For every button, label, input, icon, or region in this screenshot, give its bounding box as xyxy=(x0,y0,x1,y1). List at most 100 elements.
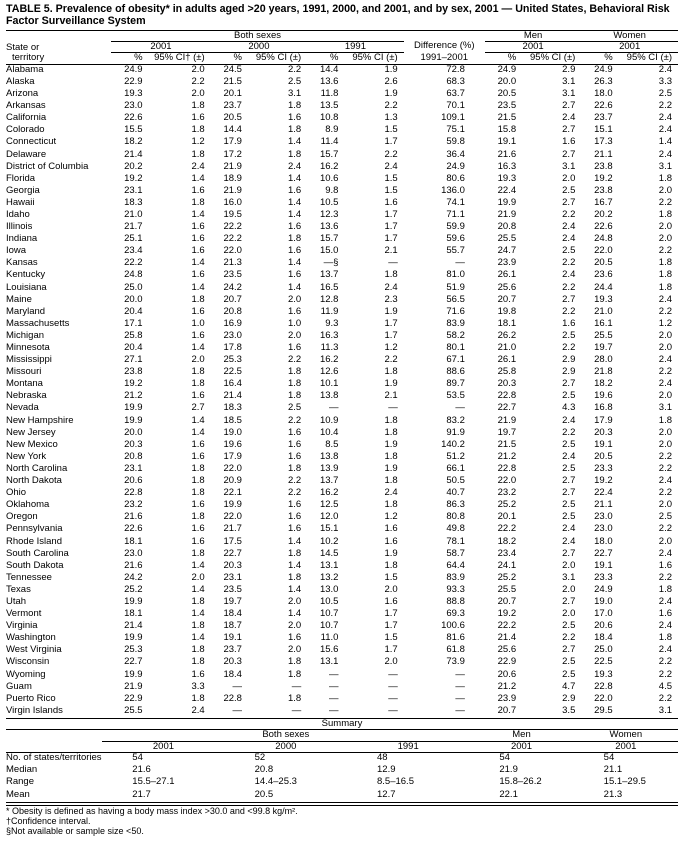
diff-cell: 67.1 xyxy=(404,355,485,367)
table-row: Florida19.21.418.91.410.61.580.619.32.01… xyxy=(6,174,678,186)
table-row: Montana19.21.816.41.810.11.989.720.32.71… xyxy=(6,379,678,391)
ci-cell: 2.0 xyxy=(522,561,581,573)
summary-cell: 22.1 xyxy=(469,790,573,803)
ci-cell: 2.2 xyxy=(619,307,678,319)
pct-cell: 23.6 xyxy=(581,270,618,282)
pct-cell: 29.5 xyxy=(581,706,618,718)
table-row: South Carolina23.01.822.71.814.51.958.72… xyxy=(6,549,678,561)
table-row: New Hampshire19.91.418.52.210.91.883.221… xyxy=(6,416,678,428)
ci-cell: 2.2 xyxy=(344,150,403,162)
table-row: Idaho21.01.419.51.412.31.771.121.92.220.… xyxy=(6,210,678,222)
pct-cell: 22.7 xyxy=(485,403,522,415)
pct-cell: 25.5 xyxy=(111,706,148,718)
pct-cell: 22.7 xyxy=(111,657,148,669)
pct-cell: 20.0 xyxy=(111,428,148,440)
ci-cell: 2.0 xyxy=(248,295,307,307)
ci-h5: 95% CI (±) xyxy=(619,53,678,64)
y2000-a: 2000 xyxy=(211,41,308,52)
diff-cell: 100.6 xyxy=(404,621,485,633)
pct-cell: 21.7 xyxy=(211,524,248,536)
table-row: Virginia21.41.818.72.010.71.7100.622.22.… xyxy=(6,621,678,633)
pct-cell: 24.2 xyxy=(211,283,248,295)
pct-cell: 20.3 xyxy=(581,428,618,440)
pct-cell: — xyxy=(307,694,344,706)
ci-cell: 1.8 xyxy=(149,549,211,561)
ci-cell: 1.8 xyxy=(344,561,403,573)
ci-cell: 2.9 xyxy=(522,694,581,706)
ci-cell: 1.6 xyxy=(149,307,211,319)
ci-cell: 3.3 xyxy=(149,682,211,694)
diff-cell: 80.8 xyxy=(404,512,485,524)
pct-cell: 16.2 xyxy=(307,162,344,174)
sy2001: 2001 xyxy=(102,741,224,752)
ci-cell: 3.5 xyxy=(522,706,581,718)
pct-cell: 20.6 xyxy=(485,670,522,682)
state-cell: Delaware xyxy=(6,150,111,162)
pct-cell: 17.9 xyxy=(581,416,618,428)
pct-cell: 13.1 xyxy=(307,657,344,669)
ci-cell: 2.4 xyxy=(248,162,307,174)
diff-cell: 72.8 xyxy=(404,64,485,77)
table-row: Alabama24.92.024.52.214.41.972.824.92.92… xyxy=(6,64,678,77)
ci-cell: 4.5 xyxy=(619,682,678,694)
table-row: South Dakota21.61.420.31.413.11.864.424.… xyxy=(6,561,678,573)
summary-label-cell: Mean xyxy=(6,790,102,803)
pct-cell: 22.8 xyxy=(581,682,618,694)
ci-cell: 1.6 xyxy=(344,537,403,549)
summary-row: Median21.620.812.921.921.1 xyxy=(6,765,678,777)
table-row: Iowa23.41.622.01.615.02.155.724.72.522.0… xyxy=(6,246,678,258)
summary-row: Range15.5–27.114.4–25.38.5–16.515.8–26.2… xyxy=(6,777,678,789)
pct-cell: 10.2 xyxy=(307,537,344,549)
pct-cell: 18.2 xyxy=(485,537,522,549)
pct-cell: 19.8 xyxy=(485,307,522,319)
sy2001m: 2001 xyxy=(469,741,573,752)
pct-cell: 17.2 xyxy=(211,150,248,162)
diff-cell: 50.5 xyxy=(404,476,485,488)
diff-cell: 136.0 xyxy=(404,186,485,198)
ci-cell: 2.2 xyxy=(619,524,678,536)
diff-cell: 81.6 xyxy=(404,633,485,645)
diff-cell: 80.1 xyxy=(404,343,485,355)
diff-cell: 58.7 xyxy=(404,549,485,561)
state-cell: South Carolina xyxy=(6,549,111,561)
ci-cell: 1.6 xyxy=(248,428,307,440)
ci-cell: 1.6 xyxy=(522,137,581,149)
ci-cell: 1.6 xyxy=(344,524,403,536)
diff-cell: 83.2 xyxy=(404,416,485,428)
state-cell: Maryland xyxy=(6,307,111,319)
diff-cell: 91.9 xyxy=(404,428,485,440)
ci-cell: 2.4 xyxy=(522,270,581,282)
table-row: New Jersey20.01.419.01.610.41.891.919.72… xyxy=(6,428,678,440)
ci-cell: 1.8 xyxy=(149,295,211,307)
ci-cell: 2.0 xyxy=(619,428,678,440)
ci-cell: 2.4 xyxy=(619,150,678,162)
ci-cell: 1.8 xyxy=(248,549,307,561)
y2001-a: 2001 xyxy=(111,41,210,52)
ci-cell: 1.9 xyxy=(344,549,403,561)
pct-cell: 20.8 xyxy=(211,307,248,319)
sum-men: Men xyxy=(469,730,573,741)
diff-cell: — xyxy=(404,670,485,682)
pct-cell: 20.7 xyxy=(485,706,522,718)
pct-cell: 23.5 xyxy=(211,270,248,282)
summary-cell: 15.5–27.1 xyxy=(102,777,224,789)
ci-cell: 1.8 xyxy=(619,416,678,428)
state-cell: Kentucky xyxy=(6,270,111,282)
pct-cell: 19.9 xyxy=(111,403,148,415)
ci-cell: 1.4 xyxy=(248,537,307,549)
ci-cell: 1.6 xyxy=(248,524,307,536)
pct-cell: 19.3 xyxy=(485,174,522,186)
ci-cell: 2.4 xyxy=(149,706,211,718)
ci-cell: 2.2 xyxy=(619,694,678,706)
table-row: Mississippi27.12.025.32.216.22.267.126.1… xyxy=(6,355,678,367)
ci-cell: 3.1 xyxy=(619,162,678,174)
ci-cell: 1.8 xyxy=(344,428,403,440)
state-head2: territory xyxy=(6,52,44,63)
diff-cell: 83.9 xyxy=(404,319,485,331)
table-row: Wisconsin22.71.820.31.813.12.073.922.92.… xyxy=(6,657,678,669)
ci-cell: 3.1 xyxy=(619,403,678,415)
table-row: Louisiana25.01.424.21.416.52.451.925.62.… xyxy=(6,283,678,295)
pct-cell: 20.3 xyxy=(211,657,248,669)
ci-cell: — xyxy=(344,694,403,706)
table-row: Connecticut18.21.217.91.411.41.759.819.1… xyxy=(6,137,678,149)
